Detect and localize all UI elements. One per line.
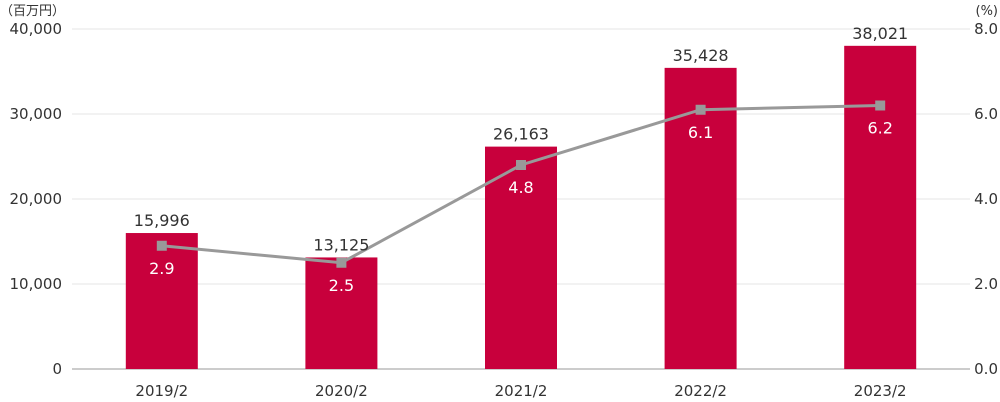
- ratio-value-label: 4.8: [508, 178, 533, 197]
- axes: 0 10,000 20,000 30,000 40,000 0.0 2.0 4.0 6.0 8.0…: [0, 4, 998, 400]
- right-tick-label: 8.0: [974, 20, 998, 38]
- left-tick-label: 20,000: [10, 190, 63, 208]
- bar-value-label: 35,428: [673, 46, 729, 65]
- ratio-value-label: 6.1: [688, 123, 713, 142]
- right-tick-label: 0.0: [974, 360, 998, 378]
- ratio-value-label: 6.2: [867, 119, 892, 138]
- left-tick-label: 30,000: [10, 105, 63, 123]
- category-label: 2022/2: [674, 382, 727, 400]
- ratio-marker: [695, 104, 706, 115]
- bar-2019/2: [125, 233, 198, 369]
- left-tick-label: 10,000: [10, 275, 63, 293]
- category-label: 2020/2: [315, 382, 368, 400]
- bar-series: [125, 45, 917, 369]
- category-label: 2019/2: [135, 382, 188, 400]
- right-tick-label: 4.0: [974, 190, 998, 208]
- right-tick-label: 2.0: [974, 275, 998, 293]
- bar-value-label: 26,163: [493, 125, 549, 144]
- ratio-value-label: 2.5: [329, 276, 354, 295]
- bar-2023/2: [844, 45, 917, 369]
- left-axis-unit: （百万円）: [0, 4, 65, 19]
- bar-value-label: 13,125: [313, 235, 369, 254]
- ratio-line-series: [156, 100, 886, 268]
- data-labels: 15,996 13,125 26,163 35,428 38,021 2.9 2.5 4.8 6…: [134, 24, 908, 295]
- category-label: 2021/2: [495, 382, 548, 400]
- ratio-value-label: 2.9: [149, 259, 174, 278]
- right-tick-label: 6.0: [974, 105, 998, 123]
- bar-value-label: 15,996: [134, 211, 190, 230]
- left-tick-label: 40,000: [10, 20, 63, 38]
- bar-2020/2: [305, 257, 378, 369]
- category-label: 2023/2: [854, 382, 907, 400]
- bar-2021/2: [485, 146, 557, 369]
- right-axis-unit: (%): [976, 4, 999, 19]
- ratio-marker: [336, 257, 347, 268]
- ratio-marker: [516, 160, 526, 170]
- left-tick-label: 0: [52, 360, 62, 378]
- ratio-marker: [156, 240, 167, 251]
- ratio-marker: [875, 100, 886, 111]
- bar-value-label: 38,021: [852, 24, 908, 43]
